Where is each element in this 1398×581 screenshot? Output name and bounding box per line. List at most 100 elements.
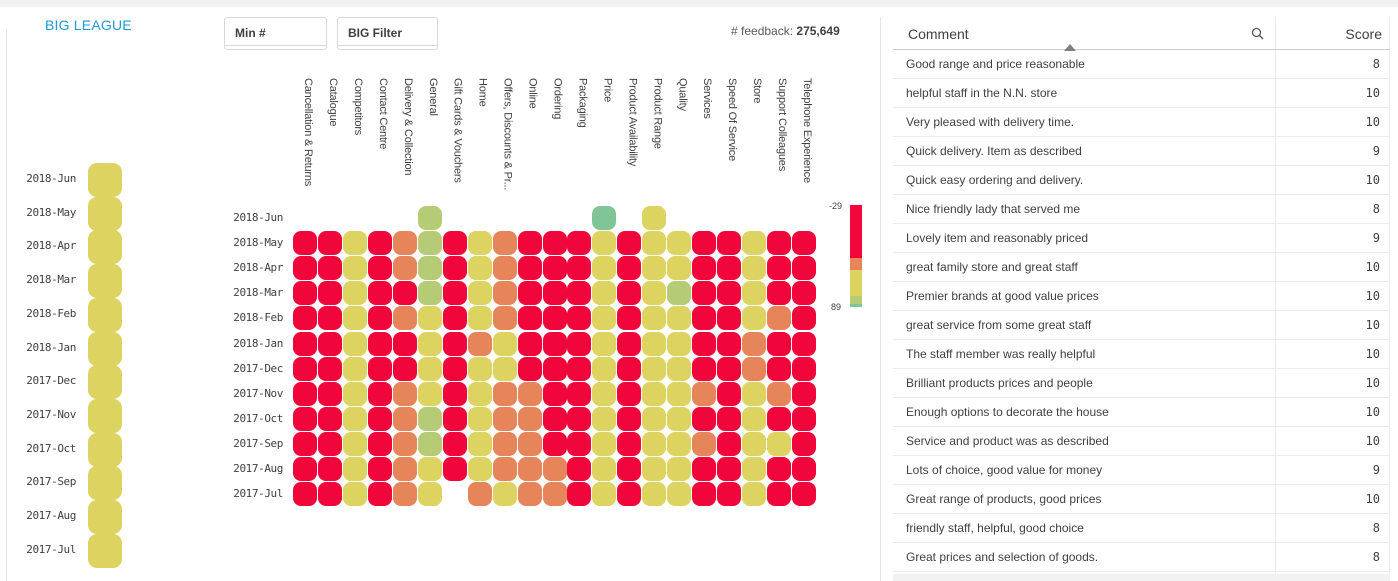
- table-row[interactable]: Brilliant products prices and people 10: [893, 369, 1390, 398]
- heatmap-cell[interactable]: [792, 256, 816, 280]
- heatmap-cell[interactable]: [318, 231, 342, 255]
- table-row[interactable]: Great prices and selection of goods. 8: [893, 543, 1390, 572]
- league-cell[interactable]: [88, 534, 122, 568]
- heatmap-cell[interactable]: [742, 231, 766, 255]
- table-row[interactable]: Enough options to decorate the house 10: [893, 398, 1390, 427]
- heatmap-cell[interactable]: [592, 357, 616, 381]
- heatmap-cell[interactable]: [717, 407, 741, 431]
- heatmap-cell[interactable]: [418, 206, 442, 230]
- heatmap-cell[interactable]: [493, 432, 517, 456]
- heatmap-cell[interactable]: [468, 357, 492, 381]
- heatmap-cell[interactable]: [642, 281, 666, 305]
- table-row[interactable]: Nice friendly lady that served me 8: [893, 195, 1390, 224]
- heatmap-cell[interactable]: [692, 407, 716, 431]
- heatmap-cell[interactable]: [717, 231, 741, 255]
- table-row[interactable]: friendly staff, helpful, good choice 8: [893, 514, 1390, 543]
- heatmap-cell[interactable]: [318, 332, 342, 356]
- heatmap-cell[interactable]: [318, 382, 342, 406]
- table-row[interactable]: Quick easy ordering and delivery. 10: [893, 166, 1390, 195]
- heatmap-cell[interactable]: [717, 482, 741, 506]
- heatmap-cell[interactable]: [567, 332, 591, 356]
- heatmap-cell[interactable]: [418, 457, 442, 481]
- heatmap-cell[interactable]: [368, 407, 392, 431]
- heatmap-cell[interactable]: [592, 482, 616, 506]
- table-row[interactable]: helpful staff in the N.N. store 10: [893, 79, 1390, 108]
- heatmap-cell[interactable]: [368, 432, 392, 456]
- heatmap-cell[interactable]: [418, 482, 442, 506]
- heatmap-cell[interactable]: [667, 281, 691, 305]
- heatmap-cell[interactable]: [567, 256, 591, 280]
- heatmap-cell[interactable]: [742, 432, 766, 456]
- heatmap-cell[interactable]: [343, 231, 367, 255]
- column-header[interactable]: Catalogue: [324, 78, 344, 210]
- heatmap-cell[interactable]: [518, 407, 542, 431]
- heatmap-cell[interactable]: [667, 231, 691, 255]
- heatmap-cell[interactable]: [493, 482, 517, 506]
- heatmap-cell[interactable]: [692, 306, 716, 330]
- column-header[interactable]: Ordering: [549, 78, 569, 210]
- heatmap-cell[interactable]: [343, 281, 367, 305]
- column-header[interactable]: Speed Of Service: [723, 78, 743, 210]
- column-header[interactable]: Delivery & Collection: [399, 78, 419, 210]
- heatmap-cell[interactable]: [343, 432, 367, 456]
- heatmap-cell[interactable]: [393, 332, 417, 356]
- table-row[interactable]: Lots of choice, good value for money 9: [893, 456, 1390, 485]
- left-list-row[interactable]: 2018-Apr: [0, 230, 130, 263]
- heatmap-cell[interactable]: [393, 432, 417, 456]
- heatmap-cell[interactable]: [493, 407, 517, 431]
- heatmap-cell[interactable]: [518, 457, 542, 481]
- left-list-row[interactable]: 2018-Jan: [0, 332, 130, 365]
- heatmap-cell[interactable]: [767, 432, 791, 456]
- heatmap-cell[interactable]: [418, 281, 442, 305]
- heatmap-cell[interactable]: [368, 332, 392, 356]
- heatmap-cell[interactable]: [543, 382, 567, 406]
- heatmap-cell[interactable]: [493, 457, 517, 481]
- heatmap-cell[interactable]: [642, 256, 666, 280]
- heatmap-cell[interactable]: [642, 407, 666, 431]
- heatmap-cell[interactable]: [468, 256, 492, 280]
- heatmap-cell[interactable]: [642, 382, 666, 406]
- heatmap-cell[interactable]: [393, 482, 417, 506]
- left-list-row[interactable]: 2018-Feb: [0, 298, 130, 331]
- header-score[interactable]: Score: [1345, 26, 1382, 42]
- heatmap-cell[interactable]: [518, 281, 542, 305]
- column-header[interactable]: Contact Centre: [374, 78, 394, 210]
- left-list-row[interactable]: 2017-Oct: [0, 433, 130, 466]
- heatmap-cell[interactable]: [742, 332, 766, 356]
- heatmap-cell[interactable]: [543, 306, 567, 330]
- heatmap-cell[interactable]: [792, 482, 816, 506]
- heatmap-cell[interactable]: [742, 281, 766, 305]
- column-header[interactable]: Store: [748, 78, 768, 210]
- heatmap-cell[interactable]: [468, 231, 492, 255]
- heatmap-cell[interactable]: [393, 357, 417, 381]
- left-list-row[interactable]: 2018-May: [0, 197, 130, 230]
- heatmap-cell[interactable]: [642, 457, 666, 481]
- heatmap-cell[interactable]: [642, 357, 666, 381]
- heatmap-cell[interactable]: [318, 306, 342, 330]
- heatmap-cell[interactable]: [318, 457, 342, 481]
- min-filter-button[interactable]: Min #: [224, 17, 327, 50]
- heatmap-cell[interactable]: [717, 382, 741, 406]
- heatmap-cell[interactable]: [493, 231, 517, 255]
- big-filter-button[interactable]: BIG Filter: [337, 17, 438, 50]
- heatmap-cell[interactable]: [692, 432, 716, 456]
- heatmap-cell[interactable]: [767, 357, 791, 381]
- table-row[interactable]: Great range of products, good prices 10: [893, 485, 1390, 514]
- heatmap-cell[interactable]: [543, 231, 567, 255]
- heatmap-cell[interactable]: [767, 457, 791, 481]
- header-comment[interactable]: Comment: [908, 26, 969, 42]
- heatmap-cell[interactable]: [592, 206, 616, 230]
- heatmap-cell[interactable]: [543, 332, 567, 356]
- column-header[interactable]: Competitors: [349, 78, 369, 210]
- heatmap-cell[interactable]: [393, 382, 417, 406]
- heatmap-cell[interactable]: [293, 231, 317, 255]
- heatmap-cell[interactable]: [443, 332, 467, 356]
- league-cell[interactable]: [88, 365, 122, 399]
- column-header[interactable]: Home: [474, 78, 494, 210]
- table-row[interactable]: The staff member was really helpful 10: [893, 340, 1390, 369]
- table-row[interactable]: Good range and price reasonable 8: [893, 50, 1390, 79]
- heatmap-cell[interactable]: [468, 407, 492, 431]
- heatmap-cell[interactable]: [418, 357, 442, 381]
- heatmap-cell[interactable]: [318, 407, 342, 431]
- heatmap-cell[interactable]: [318, 281, 342, 305]
